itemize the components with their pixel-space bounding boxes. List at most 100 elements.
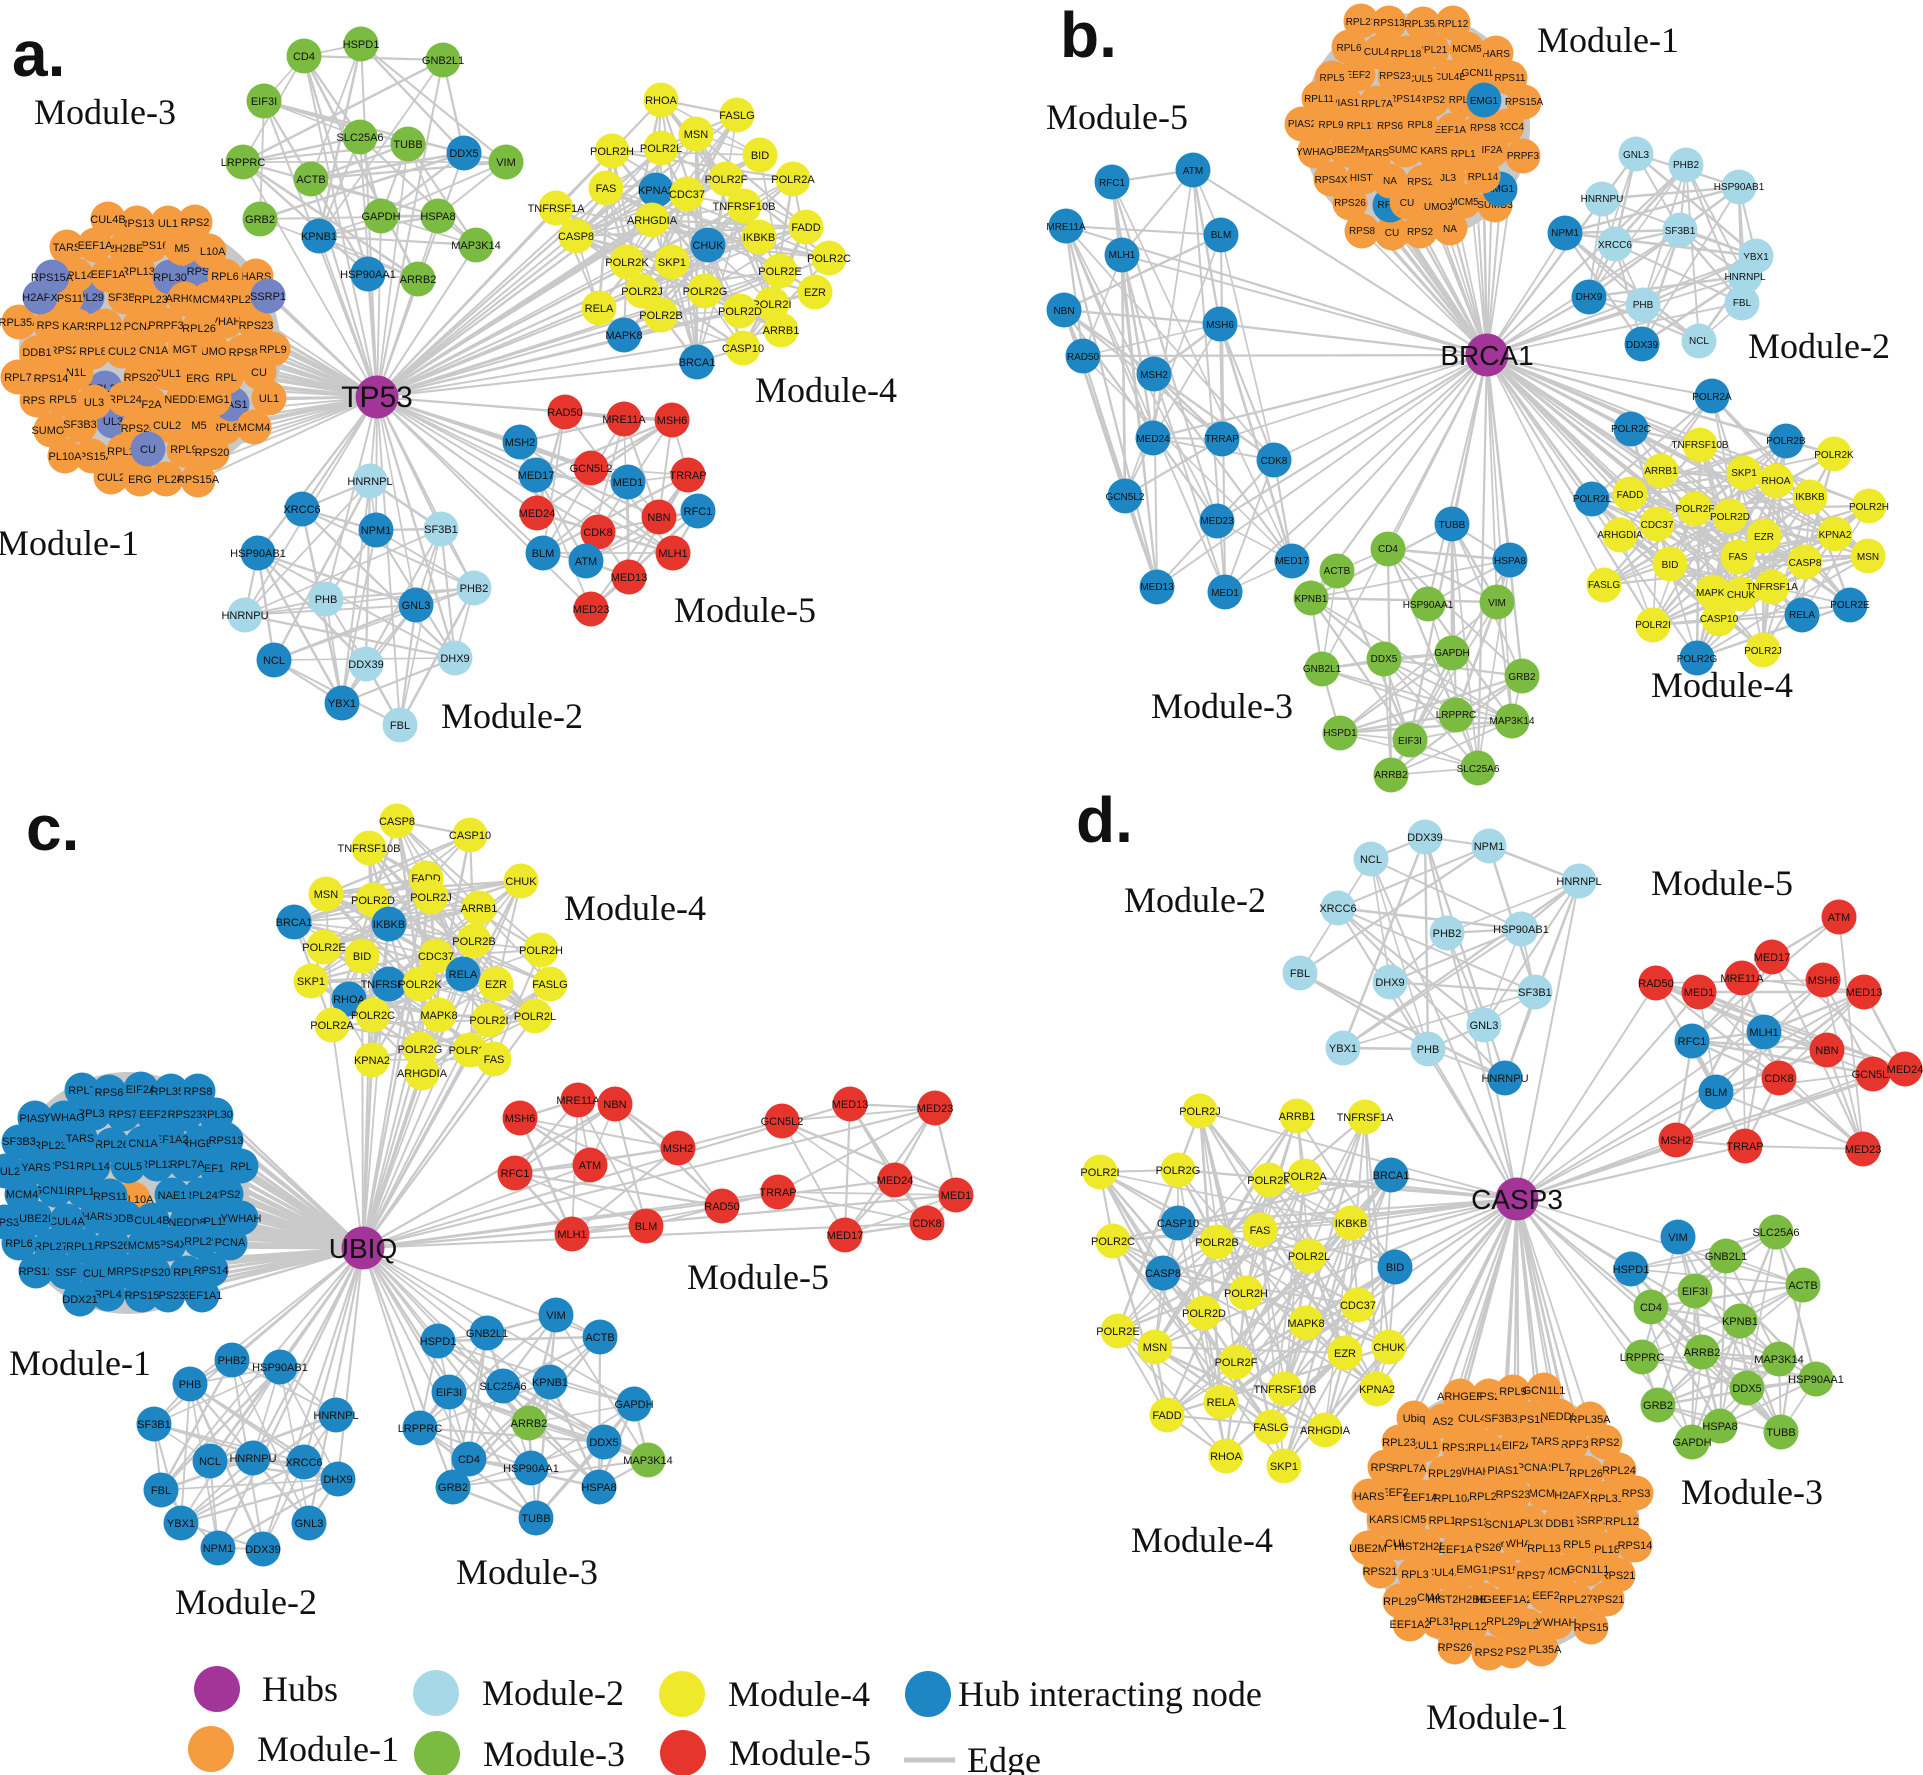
svg-text:EIF2A: EIF2A	[1502, 1440, 1533, 1452]
svg-text:BRCA1: BRCA1	[276, 917, 313, 929]
svg-text:EEF2: EEF2	[1532, 1590, 1560, 1602]
svg-text:HIST2H2BE: HIST2H2BE	[1394, 1541, 1454, 1553]
svg-text:Module-2: Module-2	[1748, 326, 1890, 366]
svg-text:MCM5: MCM5	[1394, 1514, 1426, 1526]
svg-text:CU: CU	[1385, 228, 1399, 239]
svg-text:SLC25A6: SLC25A6	[1752, 1227, 1799, 1239]
svg-text:MRE11A: MRE11A	[556, 1095, 600, 1107]
svg-text:ARHGDIA: ARHGDIA	[1300, 1425, 1351, 1437]
svg-text:KPNA2: KPNA2	[1359, 1384, 1395, 1396]
svg-text:RPL18: RPL18	[1391, 49, 1422, 60]
svg-text:CUL2: CUL2	[153, 420, 181, 432]
svg-text:HIST2H2BE: HIST2H2BE	[1427, 1594, 1487, 1606]
svg-text:POLR2L: POLR2L	[1288, 1251, 1330, 1263]
svg-text:RPS21: RPS21	[1601, 1570, 1636, 1582]
svg-text:RPS6: RPS6	[1377, 121, 1404, 132]
svg-text:CHUK: CHUK	[1373, 1342, 1405, 1354]
svg-text:RPL10A: RPL10A	[1434, 1493, 1476, 1505]
svg-text:FASLG: FASLG	[1253, 1422, 1288, 1434]
svg-text:Module-5: Module-5	[729, 1733, 871, 1773]
svg-text:MRE11A: MRE11A	[602, 414, 646, 426]
svg-text:POLR2F: POLR2F	[1676, 504, 1715, 515]
svg-text:POLR2C: POLR2C	[351, 1010, 395, 1022]
svg-text:POLR2E: POLR2E	[302, 942, 345, 954]
svg-text:RELA: RELA	[1789, 610, 1815, 621]
svg-text:RPS26: RPS26	[1438, 1642, 1473, 1654]
svg-text:CDC37: CDC37	[1340, 1300, 1376, 1312]
svg-text:MED17: MED17	[518, 470, 555, 482]
svg-text:Edge: Edge	[967, 1740, 1041, 1775]
svg-text:RPS15: RPS15	[1484, 1565, 1519, 1577]
svg-text:CASP3: CASP3	[1471, 1184, 1563, 1215]
svg-text:NA: NA	[1383, 176, 1397, 187]
svg-text:NBN: NBN	[603, 1099, 626, 1111]
svg-text:SKP1: SKP1	[297, 976, 325, 988]
svg-text:FAS: FAS	[1729, 552, 1748, 563]
svg-text:b.: b.	[1060, 0, 1117, 71]
svg-text:GNB2L1: GNB2L1	[1303, 664, 1342, 675]
svg-text:MCM4: MCM4	[238, 422, 270, 434]
svg-text:UL1: UL1	[259, 393, 279, 405]
svg-text:BLM: BLM	[635, 1221, 658, 1233]
svg-text:RPS15: RPS15	[1574, 1622, 1609, 1634]
svg-text:UBE2I: UBE2I	[19, 1213, 51, 1225]
svg-text:RAD50: RAD50	[1067, 352, 1100, 363]
svg-text:RPS15A: RPS15A	[1505, 97, 1544, 108]
svg-text:RPL26: RPL26	[1569, 1468, 1603, 1480]
svg-text:KPNB1: KPNB1	[1722, 1316, 1758, 1328]
svg-text:GAPDH: GAPDH	[614, 1399, 653, 1411]
svg-text:CD4: CD4	[293, 51, 315, 63]
svg-text:PIAS1: PIAS1	[1331, 98, 1360, 109]
svg-text:GRB2: GRB2	[1643, 1400, 1673, 1412]
svg-text:IKBKB: IKBKB	[1795, 492, 1825, 503]
svg-text:MLH1: MLH1	[557, 1229, 586, 1241]
svg-text:MED17: MED17	[827, 1230, 864, 1242]
svg-text:CASP8: CASP8	[379, 816, 415, 828]
svg-text:POLR2B: POLR2B	[1766, 436, 1806, 447]
svg-text:RPL7A: RPL7A	[170, 1159, 206, 1171]
svg-text:RPL7A: RPL7A	[1392, 1463, 1428, 1475]
svg-text:RPS8: RPS8	[184, 1086, 213, 1098]
svg-text:RPS7: RPS7	[109, 1109, 138, 1121]
svg-text:RPL14: RPL14	[76, 1161, 110, 1173]
svg-text:MRE11A: MRE11A	[1720, 973, 1764, 985]
svg-text:MED24: MED24	[1136, 434, 1170, 445]
svg-text:RPS7: RPS7	[1517, 1570, 1546, 1582]
svg-text:TUBB: TUBB	[1439, 520, 1466, 531]
svg-text:MED23: MED23	[1200, 516, 1234, 527]
svg-text:DDX39: DDX39	[348, 659, 383, 671]
svg-text:AS2: AS2	[1433, 1416, 1454, 1428]
svg-text:IF2A: IF2A	[138, 399, 162, 411]
svg-text:FADD: FADD	[1152, 1410, 1181, 1422]
svg-text:CUL4A: CUL4A	[49, 1216, 85, 1228]
svg-text:CDK8: CDK8	[583, 527, 612, 539]
svg-text:CUL5: CUL5	[114, 1161, 142, 1173]
svg-text:H2AFX: H2AFX	[22, 292, 58, 304]
svg-text:YBX1: YBX1	[328, 698, 356, 710]
svg-text:MAPK8: MAPK8	[605, 330, 642, 342]
svg-text:MAPK8: MAPK8	[1696, 588, 1730, 599]
svg-text:EMG1: EMG1	[1486, 184, 1515, 195]
svg-text:ARRB1: ARRB1	[763, 325, 800, 337]
svg-text:MLH1: MLH1	[1749, 1027, 1778, 1039]
svg-text:HSP90AB1: HSP90AB1	[252, 1362, 308, 1374]
svg-text:RPL5: RPL5	[1319, 73, 1344, 84]
svg-text:RPS4X: RPS4X	[1315, 175, 1348, 186]
svg-text:CHUK: CHUK	[1727, 590, 1756, 601]
svg-text:KPNA2: KPNA2	[638, 185, 674, 197]
svg-text:GCN5L2: GCN5L2	[570, 463, 613, 475]
svg-text:RPL11: RPL11	[1429, 1515, 1462, 1527]
svg-text:CN1A: CN1A	[128, 1138, 158, 1150]
svg-text:RPL6: RPL6	[211, 271, 239, 283]
svg-text:SLC25A6: SLC25A6	[479, 1381, 526, 1393]
svg-text:CHUK: CHUK	[505, 876, 537, 888]
svg-text:ARRB2: ARRB2	[1684, 1347, 1721, 1359]
svg-text:FBL: FBL	[151, 1485, 171, 1497]
svg-text:HNRNPU: HNRNPU	[229, 1453, 276, 1465]
svg-text:Module-2: Module-2	[175, 1582, 317, 1622]
svg-text:RPL10: RPL10	[1451, 149, 1482, 160]
svg-text:MED1: MED1	[1211, 588, 1239, 599]
svg-text:d.: d.	[1076, 784, 1133, 856]
svg-text:RPS11: RPS11	[93, 1191, 127, 1203]
svg-text:FBL: FBL	[390, 720, 410, 732]
